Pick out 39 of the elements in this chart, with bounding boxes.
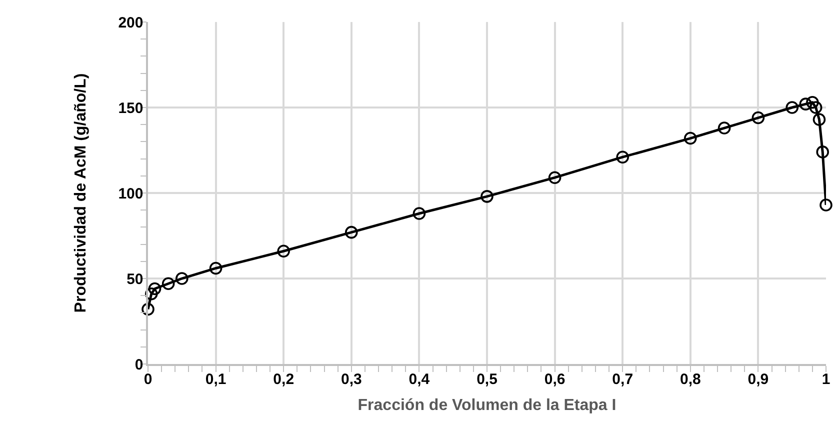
point [162, 277, 175, 290]
point [176, 272, 188, 285]
y-tick-label: 200 [118, 14, 144, 32]
x-tick-label: 0,2 [273, 370, 294, 388]
y-axis-title: Productividad de AcM (g/año/L) [72, 73, 90, 313]
point [345, 226, 358, 239]
x-tick-label: 0,9 [748, 370, 769, 388]
point [144, 287, 158, 300]
point [752, 111, 765, 124]
point [812, 113, 826, 126]
point [148, 282, 162, 296]
point [480, 190, 494, 203]
y-tick-label: 50 [126, 270, 144, 288]
point [806, 96, 819, 109]
point [209, 262, 222, 275]
x-tick-label: 0,3 [340, 370, 362, 388]
x-tick-label: 0,4 [408, 370, 430, 388]
point [412, 207, 426, 220]
x-tick-label: 0,6 [544, 370, 566, 388]
y-tick-label: 0 [134, 356, 144, 374]
x-tick-label: 0,8 [680, 370, 701, 388]
point [718, 122, 731, 134]
x-tick-label: 0,7 [612, 370, 634, 388]
point [799, 98, 812, 110]
x-tick-label: 0,5 [476, 370, 498, 388]
point [684, 132, 697, 145]
x-axis-title: Fracción de Volumen de la Etapa I [358, 396, 616, 414]
point [809, 101, 822, 114]
point [548, 171, 562, 184]
point [277, 244, 290, 258]
y-tick-label: 100 [118, 185, 144, 202]
point [142, 302, 154, 316]
x-tick-label: 0,1 [205, 370, 226, 388]
point [786, 101, 798, 114]
x-tick-label: 1 [822, 370, 830, 388]
point [616, 150, 629, 164]
point [816, 146, 830, 158]
y-tick-label: 150 [118, 100, 144, 117]
point [820, 198, 832, 212]
